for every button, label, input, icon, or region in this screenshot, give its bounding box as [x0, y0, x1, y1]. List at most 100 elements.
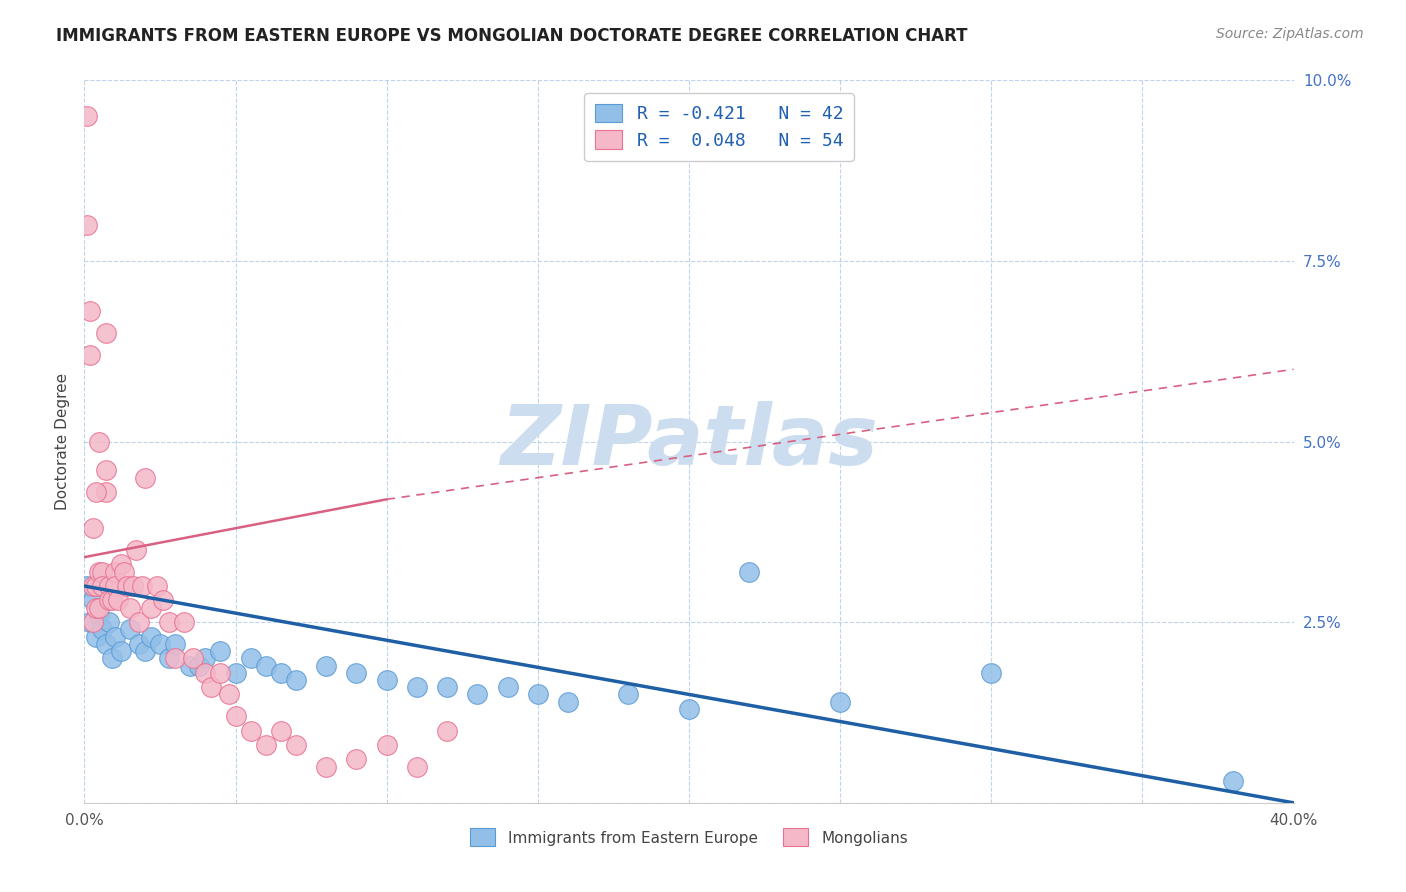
Point: [134, 644, 156, 658]
Point: [100, 651, 122, 665]
Point: [557, 695, 579, 709]
Point: [125, 542, 148, 557]
Point: [165, 637, 187, 651]
Point: [82, 593, 104, 607]
Point: [285, 673, 308, 687]
Point: [86, 579, 108, 593]
Point: [375, 738, 398, 752]
Point: [82, 521, 104, 535]
Point: [131, 579, 153, 593]
Text: IMMIGRANTS FROM EASTERN EUROPE VS MONGOLIAN DOCTORATE DEGREE CORRELATION CHART: IMMIGRANTS FROM EASTERN EUROPE VS MONGOL…: [56, 27, 967, 45]
Point: [94, 463, 117, 477]
Point: [496, 680, 519, 694]
Point: [89, 607, 111, 622]
Point: [94, 637, 117, 651]
Point: [315, 760, 337, 774]
Point: [149, 637, 172, 651]
Point: [157, 615, 180, 630]
Point: [346, 752, 368, 766]
Y-axis label: Doctorate Degree: Doctorate Degree: [55, 373, 70, 510]
Point: [254, 658, 277, 673]
Point: [110, 558, 132, 572]
Point: [89, 565, 111, 579]
Point: [104, 565, 127, 579]
Point: [112, 565, 135, 579]
Point: [118, 623, 141, 637]
Point: [76, 218, 98, 232]
Point: [100, 593, 122, 607]
Point: [181, 651, 204, 665]
Point: [76, 579, 98, 593]
Point: [94, 326, 117, 340]
Point: [194, 651, 217, 665]
Point: [86, 630, 108, 644]
Point: [1222, 774, 1244, 789]
Point: [139, 600, 162, 615]
Point: [225, 665, 247, 680]
Point: [165, 651, 187, 665]
Point: [89, 434, 111, 449]
Point: [346, 665, 368, 680]
Point: [104, 630, 127, 644]
Point: [94, 485, 117, 500]
Text: Source: ZipAtlas.com: Source: ZipAtlas.com: [1216, 27, 1364, 41]
Point: [406, 680, 429, 694]
Point: [254, 738, 277, 752]
Text: ZIPatlas: ZIPatlas: [501, 401, 877, 482]
Point: [91, 579, 114, 593]
Point: [128, 615, 150, 630]
Point: [104, 579, 127, 593]
Point: [200, 680, 222, 694]
Point: [121, 579, 143, 593]
Point: [285, 738, 308, 752]
Point: [97, 615, 120, 630]
Point: [218, 687, 240, 701]
Point: [110, 644, 132, 658]
Point: [188, 658, 211, 673]
Point: [436, 723, 458, 738]
Point: [678, 702, 700, 716]
Point: [115, 579, 138, 593]
Point: [617, 687, 640, 701]
Point: [375, 673, 398, 687]
Point: [406, 760, 429, 774]
Point: [830, 695, 852, 709]
Point: [86, 600, 108, 615]
Point: [86, 485, 108, 500]
Point: [467, 687, 489, 701]
Point: [270, 665, 292, 680]
Point: [146, 579, 169, 593]
Point: [738, 565, 761, 579]
Point: [118, 600, 141, 615]
Point: [209, 665, 232, 680]
Point: [91, 565, 114, 579]
Point: [239, 651, 262, 665]
Point: [134, 471, 156, 485]
Point: [79, 348, 101, 362]
Point: [179, 658, 201, 673]
Point: [91, 623, 114, 637]
Point: [97, 579, 120, 593]
Point: [209, 644, 232, 658]
Point: [980, 665, 1002, 680]
Point: [270, 723, 292, 738]
Point: [79, 615, 101, 630]
Point: [107, 593, 129, 607]
Point: [128, 637, 150, 651]
Point: [79, 304, 101, 318]
Point: [225, 709, 247, 723]
Point: [82, 579, 104, 593]
Point: [315, 658, 337, 673]
Point: [527, 687, 550, 701]
Point: [173, 615, 195, 630]
Point: [76, 109, 98, 123]
Point: [152, 593, 174, 607]
Point: [89, 600, 111, 615]
Point: [139, 630, 162, 644]
Point: [82, 615, 104, 630]
Point: [97, 593, 120, 607]
Point: [194, 665, 217, 680]
Legend: R = -0.421   N = 42, R =  0.048   N = 54: R = -0.421 N = 42, R = 0.048 N = 54: [585, 93, 853, 161]
Point: [239, 723, 262, 738]
Point: [436, 680, 458, 694]
